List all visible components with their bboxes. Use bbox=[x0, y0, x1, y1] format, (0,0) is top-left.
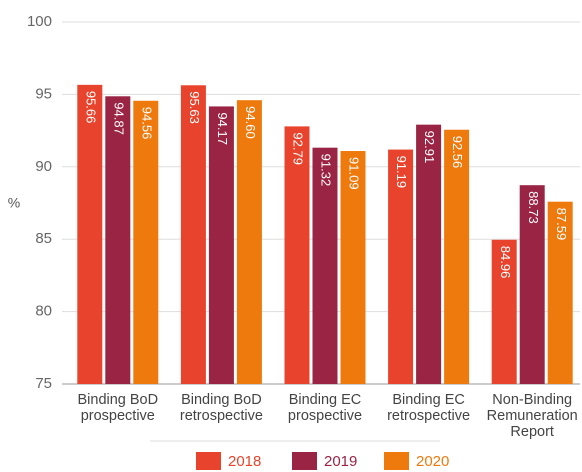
legend-label: 2020 bbox=[416, 453, 449, 470]
legend-label: 2018 bbox=[228, 453, 261, 470]
bar bbox=[208, 106, 234, 385]
x-tick-label: Non-Binding Remuneration Report bbox=[487, 392, 578, 440]
value-label: 92.56 bbox=[450, 136, 465, 169]
value-label: 91.09 bbox=[347, 157, 362, 190]
y-tick-label: 80 bbox=[35, 303, 52, 320]
bar bbox=[77, 84, 103, 384]
value-label: 95.63 bbox=[187, 91, 202, 124]
legend-swatch bbox=[384, 452, 409, 470]
value-label: 92.79 bbox=[291, 132, 306, 165]
value-label: 92.91 bbox=[422, 131, 437, 164]
bar bbox=[340, 151, 366, 384]
bar bbox=[133, 100, 159, 384]
x-tick-label: Binding EC prospective bbox=[288, 392, 362, 424]
bar bbox=[105, 96, 131, 384]
value-label: 91.19 bbox=[394, 156, 409, 189]
value-label: 87.59 bbox=[554, 208, 569, 241]
y-axis-label: % bbox=[8, 195, 20, 211]
bar bbox=[388, 149, 414, 384]
value-label: 84.96 bbox=[498, 246, 513, 279]
value-label: 94.60 bbox=[243, 106, 258, 139]
bar bbox=[180, 85, 206, 385]
value-label: 94.17 bbox=[215, 112, 230, 145]
y-tick-label: 95 bbox=[35, 85, 52, 102]
y-tick-label: 85 bbox=[35, 230, 52, 247]
x-tick-label: Binding EC retrospective bbox=[387, 392, 470, 424]
bar bbox=[312, 147, 338, 384]
x-tick-label: Binding BoD retrospective bbox=[180, 392, 263, 424]
bar bbox=[519, 185, 545, 384]
value-label: 95.66 bbox=[83, 91, 98, 124]
legend-swatch bbox=[196, 452, 221, 470]
y-tick-label: 100 bbox=[27, 13, 52, 30]
value-label: 91.32 bbox=[319, 154, 334, 187]
value-label: 88.73 bbox=[526, 191, 541, 224]
bar bbox=[491, 239, 517, 384]
bar bbox=[416, 124, 442, 384]
y-tick-label: 90 bbox=[35, 158, 52, 175]
bar bbox=[444, 129, 470, 384]
value-label: 94.56 bbox=[139, 107, 154, 140]
value-label: 94.87 bbox=[111, 102, 126, 135]
bar bbox=[236, 100, 262, 384]
legend-label: 2019 bbox=[324, 453, 357, 470]
bar bbox=[284, 126, 310, 384]
legend-swatch bbox=[292, 452, 317, 470]
y-tick-label: 75 bbox=[35, 375, 52, 392]
bar bbox=[547, 201, 573, 384]
x-tick-label: Binding BoD prospective bbox=[77, 392, 158, 424]
